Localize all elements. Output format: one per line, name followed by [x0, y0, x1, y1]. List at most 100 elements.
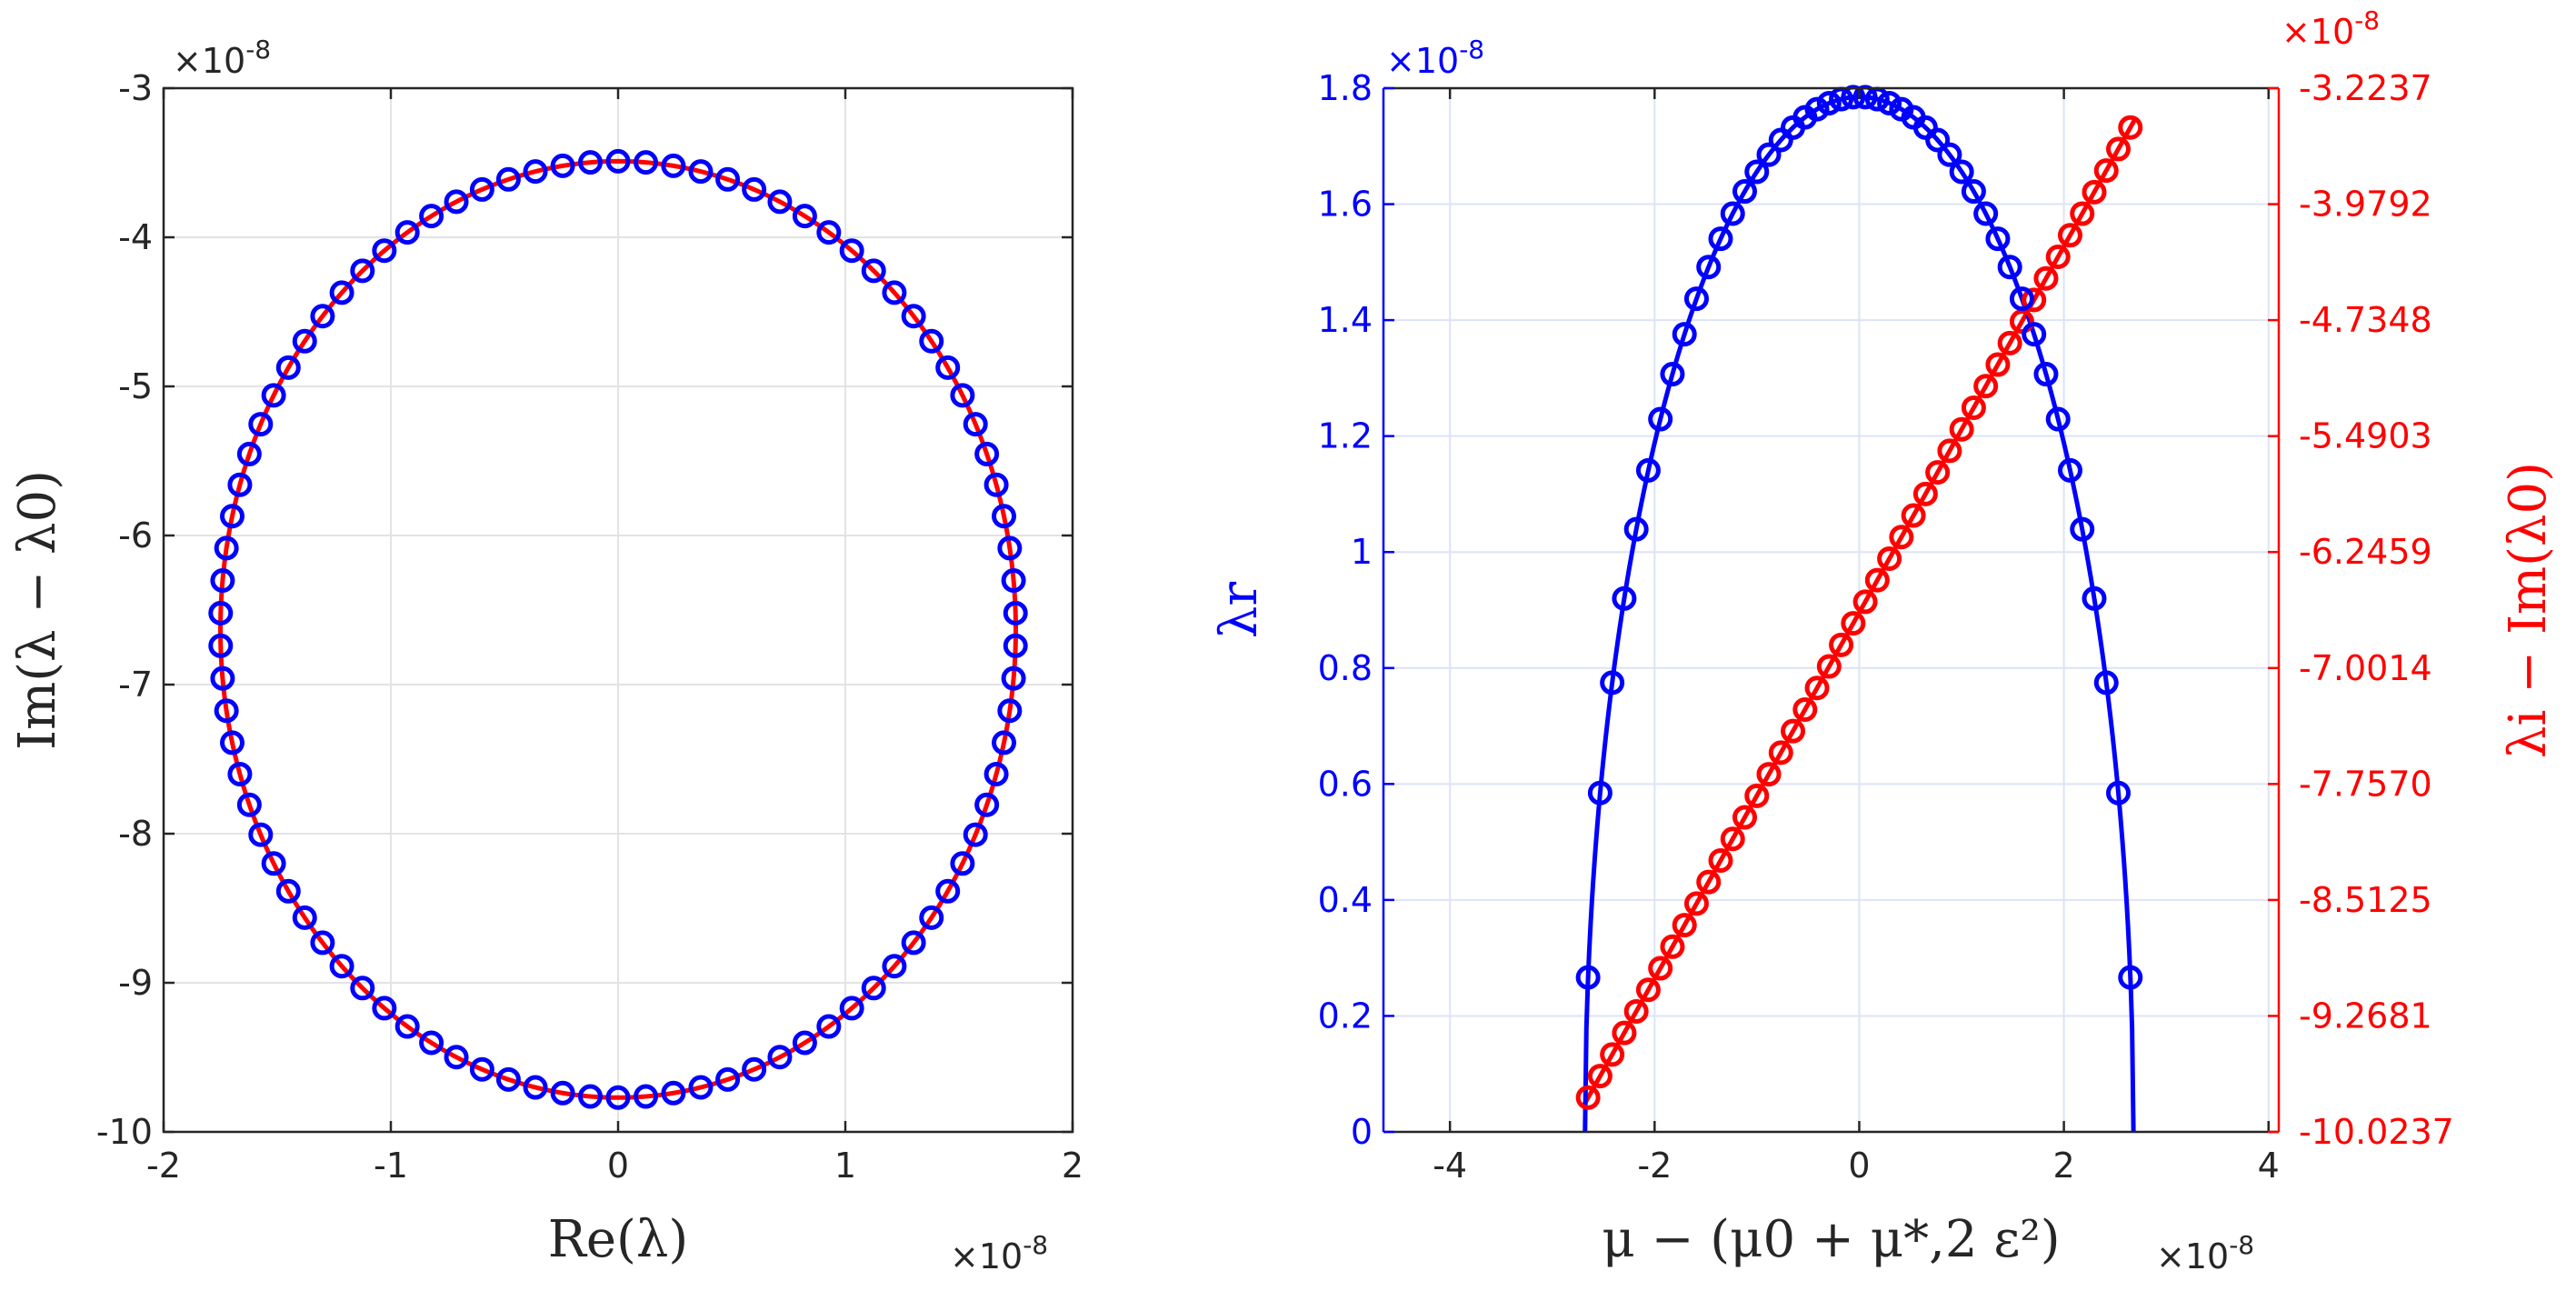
imag-part-marker — [2057, 223, 2082, 248]
sample-marker — [550, 1080, 575, 1106]
imag-part-marker — [2009, 309, 2034, 335]
right-y-tick-label: -4.7348 — [2299, 300, 2432, 340]
x-tick-label: -1 — [374, 1146, 408, 1186]
sample-marker — [688, 159, 714, 185]
real-part-marker — [1925, 127, 1951, 153]
sample-marker — [523, 1075, 548, 1100]
sample-marker — [792, 204, 817, 229]
left-y-tick-label: 1 — [1351, 532, 1373, 572]
sample-marker — [882, 280, 907, 305]
y-axis-label: Im(λ − λ0) — [8, 470, 67, 750]
real-part-marker — [1997, 255, 2022, 280]
imag-part-marker — [1901, 503, 1926, 528]
right-y-tick-label: -3.2237 — [2299, 68, 2432, 108]
imag-part-marker — [2022, 287, 2047, 313]
imag-part-marker — [1889, 525, 1914, 550]
sample-marker — [992, 730, 1017, 756]
sample-marker — [1003, 600, 1028, 625]
sample-marker — [634, 1084, 659, 1109]
sample-marker — [419, 204, 444, 229]
right-y-tick-label: -10.0237 — [2299, 1112, 2454, 1152]
y-tick-label: -3 — [118, 68, 153, 108]
left-y-tick-label: 1.6 — [1318, 185, 1373, 225]
sample-marker — [214, 535, 239, 561]
sample-marker — [983, 472, 1009, 497]
sample-marker — [792, 1030, 817, 1056]
sample-marker — [919, 328, 944, 354]
imag-part-marker — [1623, 998, 1649, 1024]
imag-part-marker — [1997, 330, 2022, 355]
sample-marker — [310, 304, 335, 329]
right-y-multiplier: ×10-8 — [2281, 5, 2380, 52]
sample-marker — [372, 238, 397, 264]
sample-marker — [919, 905, 944, 930]
imag-part-marker — [2118, 115, 2143, 140]
sample-marker — [495, 1066, 521, 1092]
sample-marker — [577, 150, 603, 175]
imag-part-marker — [2033, 265, 2059, 291]
right-chart-panel: -4 -2 0 2 4 0 0.2 0.4 0.6 0.8 1 1.2 1.4 1.6 1.8 -10.023… — [1210, 5, 2558, 1276]
left-y-tick-label: 0.6 — [1318, 764, 1373, 804]
imag-part-marker — [1877, 545, 1902, 571]
sample-marker — [248, 822, 274, 847]
sample-marker — [974, 441, 1000, 466]
imag-part-marker — [2093, 158, 2119, 184]
x-tick-label: -4 — [1433, 1146, 1467, 1186]
right-y-tick-label: -3.9792 — [2299, 185, 2432, 225]
sample-marker — [661, 153, 686, 178]
real-part-marker — [2045, 406, 2071, 432]
sample-marker — [950, 851, 975, 876]
imag-part-marker — [1744, 783, 1770, 808]
sample-marker — [997, 698, 1023, 724]
sample-marker — [444, 189, 469, 215]
left-y-multiplier: ×10-8 — [1386, 35, 1484, 81]
sample-marker — [248, 412, 274, 437]
sample-marker — [861, 976, 886, 1001]
imag-part-marker — [1841, 611, 1866, 636]
right-y-tick-label: -5.4903 — [2299, 416, 2432, 456]
ellipse-curve — [217, 158, 1018, 1100]
sample-marker — [523, 159, 548, 185]
imag-part-marker — [1864, 567, 1890, 593]
imag-part-marker — [2045, 244, 2071, 269]
sample-marker — [715, 166, 741, 192]
real-part-marker — [1961, 179, 1986, 205]
sample-marker — [839, 238, 864, 264]
imag-part-marker — [1816, 654, 1842, 679]
imag-part-marker — [1937, 438, 1962, 464]
real-part-marker — [2033, 362, 2059, 387]
real-part-marker — [1949, 159, 1974, 185]
sample-marker — [550, 153, 575, 178]
imag-part-marker — [1720, 826, 1745, 852]
sample-marker — [219, 730, 245, 756]
sample-marker — [275, 878, 301, 904]
sample-marker — [767, 189, 793, 215]
x-tick-label: 4 — [2258, 1146, 2280, 1186]
sample-marker — [394, 220, 420, 245]
real-part-marker — [1816, 90, 1842, 115]
imag-part-marker — [1708, 847, 1733, 873]
sample-marker — [992, 504, 1017, 529]
sample-marker — [394, 1014, 420, 1039]
imag-part-marker — [1660, 934, 1685, 959]
left-y-tick-label: 1.4 — [1318, 300, 1373, 340]
x-tick-label: 0 — [607, 1146, 629, 1186]
imag-part-marker — [2070, 201, 2095, 226]
imag-part-marker — [1587, 1064, 1612, 1089]
sample-marker — [816, 1014, 842, 1039]
real-part-marker — [1612, 585, 1637, 611]
sample-marker — [688, 1075, 714, 1100]
y-tick-label: -10 — [96, 1112, 153, 1152]
real-part-marker — [1696, 255, 1722, 280]
imag-part-marker — [1792, 696, 1818, 722]
imag-part-marker — [1852, 589, 1878, 615]
real-part-marker — [1768, 127, 1793, 153]
sample-marker — [577, 1084, 603, 1109]
real-part-marker — [1985, 226, 2011, 252]
imag-part-marker — [1683, 891, 1709, 916]
imag-part-marker — [1575, 1085, 1601, 1110]
real-part-marker — [1744, 159, 1770, 185]
x-tick-label: 2 — [1062, 1146, 1083, 1186]
sample-marker — [495, 166, 521, 192]
